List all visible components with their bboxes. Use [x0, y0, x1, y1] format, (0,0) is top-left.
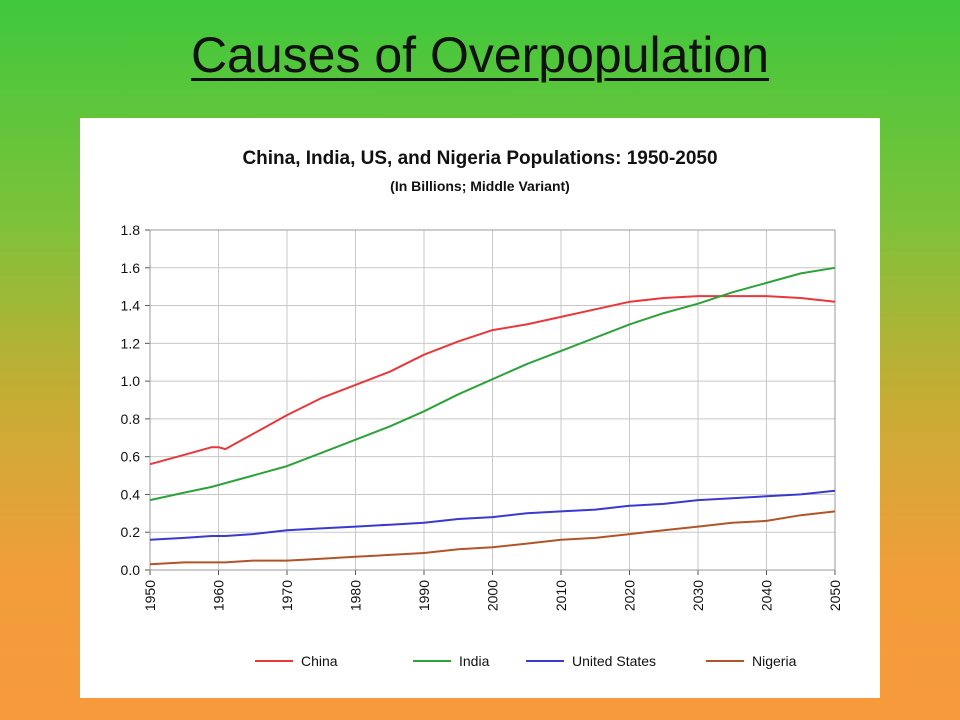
y-tick-label: 1.2: [121, 335, 141, 351]
y-tick-label: 0.4: [121, 486, 141, 502]
y-tick-label: 0.2: [121, 524, 141, 540]
chart-frame: China, India, US, and Nigeria Population…: [80, 118, 880, 698]
chart-title: China, India, US, and Nigeria Population…: [242, 148, 717, 169]
x-tick-label: 1970: [279, 580, 295, 611]
series-line-nigeria: [149, 510, 836, 566]
legend: China India United States Nigeria: [255, 653, 797, 669]
x-tick-label: 1990: [416, 580, 432, 611]
y-tick-label: 0.6: [121, 449, 141, 465]
series-line-china: [149, 295, 836, 466]
legend-label: Nigeria: [752, 653, 797, 669]
x-tick-label: 1950: [142, 580, 158, 611]
x-tick-label: 2020: [622, 580, 638, 611]
x-tick-label: 2040: [759, 580, 775, 611]
legend-label: China: [301, 653, 338, 669]
x-tick-label: 1960: [211, 580, 227, 611]
x-tick-label: 1980: [348, 580, 364, 611]
legend-label: India: [459, 653, 490, 669]
plot-border: [149, 229, 836, 571]
axes: 0.0 0.2 0.4 0.6 0.8 1.0 1.2 1.4 1.6 1.8 1950 1960 19…: [121, 222, 843, 611]
x-tick-label: 2050: [827, 580, 843, 611]
x-tick-label: 2030: [690, 580, 706, 611]
legend-label: United States: [572, 653, 656, 669]
y-tick-label: 1.4: [121, 298, 141, 314]
series-line-india: [149, 266, 836, 502]
y-tick-label: 0.8: [121, 411, 141, 427]
y-tick-label: 1.8: [121, 222, 141, 238]
series-lines: [149, 266, 836, 566]
x-tick-label: 2000: [485, 580, 501, 611]
slide-title: Causes of Overpopulation: [190, 27, 770, 83]
y-tick-label: 0.0: [121, 562, 141, 578]
x-tick-label: 2010: [553, 580, 569, 611]
y-tick-label: 1.0: [121, 373, 141, 389]
gridlines: [149, 229, 836, 571]
y-tick-label: 1.6: [121, 260, 141, 276]
series-line-united-states: [149, 489, 836, 541]
population-line-chart: China, India, US, and Nigeria Population…: [121, 148, 843, 669]
chart-subtitle: (In Billions; Middle Variant): [390, 178, 570, 194]
